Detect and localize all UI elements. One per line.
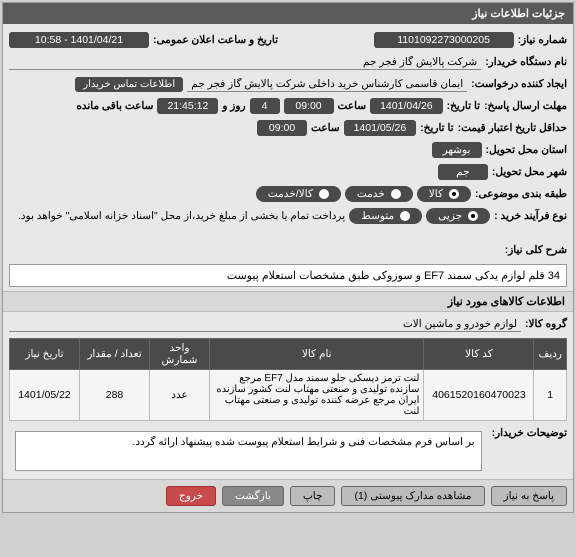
col-code: کد کالا bbox=[424, 339, 534, 370]
city-value: جم bbox=[438, 164, 488, 180]
footer-buttons: پاسخ به نیاز مشاهده مدارک پیوستی (1) چاپ… bbox=[3, 479, 573, 512]
process-medium: متوسط bbox=[349, 208, 422, 224]
requester-input[interactable] bbox=[187, 76, 467, 92]
category-goods-label: کالا bbox=[429, 188, 443, 200]
cell-unit: عدد bbox=[150, 370, 210, 421]
exit-button[interactable]: خروج bbox=[166, 486, 216, 506]
deadline-time: 09:00 bbox=[284, 98, 334, 114]
cell-qty: 288 bbox=[80, 370, 150, 421]
radio-checked-icon bbox=[468, 211, 478, 221]
print-button[interactable]: چاپ bbox=[290, 486, 336, 506]
answer-button[interactable]: پاسخ به نیاز bbox=[491, 486, 567, 506]
province-value: بوشهر bbox=[432, 142, 482, 158]
process-note: پرداخت تمام یا بخشی از مبلغ خرید،از محل … bbox=[18, 210, 345, 222]
category-goods-service-label: کالا/خدمت bbox=[268, 188, 313, 200]
validity-to-label: تا تاریخ: bbox=[420, 122, 453, 134]
contact-info-button[interactable]: اطلاعات تماس خریدار bbox=[75, 77, 183, 92]
cell-date: 1401/05/22 bbox=[10, 370, 80, 421]
validity-time-label: ساعت bbox=[311, 122, 340, 134]
group-input[interactable] bbox=[9, 316, 521, 332]
col-date: تاریخ نیاز bbox=[10, 339, 80, 370]
items-table: ردیف کد کالا نام کالا واحد شمارش تعداد /… bbox=[9, 338, 567, 421]
process-medium-label: متوسط bbox=[361, 210, 394, 222]
panel-header: جزئیات اطلاعات نیاز bbox=[3, 3, 573, 24]
deadline-to-label: تا تاریخ: bbox=[447, 100, 480, 112]
col-unit: واحد شمارش bbox=[150, 339, 210, 370]
remain-label: ساعت باقی مانده bbox=[76, 100, 153, 112]
cell-code: 4061520160470023 bbox=[424, 370, 534, 421]
validity-time: 09:00 bbox=[257, 120, 307, 136]
buyer-org-input[interactable] bbox=[9, 54, 481, 70]
buyer-note-label: توضیحات خریدار: bbox=[492, 427, 567, 439]
pub-date-value: 1401/04/21 - 10:58 bbox=[9, 32, 149, 48]
pub-date-label: تاریخ و ساعت اعلان عمومی: bbox=[153, 34, 278, 46]
deadline-label: مهلت ارسال پاسخ: bbox=[484, 100, 567, 112]
process-partial-label: جزیی bbox=[438, 210, 462, 222]
process-label: نوع فرآیند خرید : bbox=[494, 210, 567, 222]
buyer-note-box: بر اساس فرم مشخصات فنی و شرایط استعلام پ… bbox=[15, 431, 482, 471]
group-label: گروه کالا: bbox=[525, 318, 567, 330]
req-no-value: 1101092273000205 bbox=[374, 32, 514, 48]
cell-name: لنت ترمز دیسکی جلو سمند مدل EF7 مرجع ساز… bbox=[210, 370, 424, 421]
col-idx: ردیف bbox=[534, 339, 567, 370]
radio-icon bbox=[400, 211, 410, 221]
cell-idx: 1 bbox=[534, 370, 567, 421]
req-no-label: شماره نیاز: bbox=[518, 34, 567, 46]
province-label: استان محل تحویل: bbox=[486, 144, 567, 156]
radio-checked-icon bbox=[449, 189, 459, 199]
category-service: خدمت bbox=[345, 186, 413, 202]
desc-title-label: شرح کلی نیاز: bbox=[505, 244, 567, 256]
category-goods-service: کالا/خدمت bbox=[256, 186, 341, 202]
category-goods: کالا bbox=[417, 186, 471, 202]
col-qty: تعداد / مقدار bbox=[80, 339, 150, 370]
table-row[interactable]: 1 4061520160470023 لنت ترمز دیسکی جلو سم… bbox=[10, 370, 567, 421]
time-remaining: 21:45:12 bbox=[157, 98, 218, 114]
requester-label: ایجاد کننده درخواست: bbox=[471, 78, 567, 90]
details-panel: جزئیات اطلاعات نیاز شماره نیاز: 11010922… bbox=[2, 2, 574, 513]
validity-label: حداقل تاریخ اعتبار قیمت: bbox=[458, 122, 567, 134]
days-label: روز و bbox=[222, 100, 245, 112]
process-partial: جزیی bbox=[426, 208, 490, 224]
table-header-row: ردیف کد کالا نام کالا واحد شمارش تعداد /… bbox=[10, 339, 567, 370]
items-section-header: اطلاعات کالاهای مورد نیاز bbox=[3, 291, 573, 312]
buyer-org-label: نام دستگاه خریدار: bbox=[485, 56, 567, 68]
category-service-label: خدمت bbox=[357, 188, 385, 200]
desc-box: 34 قلم لوازم یدکی سمند EF7 و سوزوکی طبق … bbox=[9, 264, 567, 287]
form-area: شماره نیاز: 1101092273000205 تاریخ و ساع… bbox=[3, 24, 573, 232]
category-label: طبقه بندی موضوعی: bbox=[475, 188, 567, 200]
radio-icon bbox=[391, 189, 401, 199]
deadline-time-label: ساعت bbox=[338, 100, 367, 112]
back-button[interactable]: بازگشت bbox=[222, 486, 284, 506]
col-name: نام کالا bbox=[210, 339, 424, 370]
city-label: شهر محل تحویل: bbox=[492, 166, 567, 178]
radio-icon bbox=[319, 189, 329, 199]
deadline-date: 1401/04/26 bbox=[370, 98, 443, 114]
attachments-button[interactable]: مشاهده مدارک پیوستی (1) bbox=[341, 486, 484, 506]
days-remaining: 4 bbox=[250, 98, 280, 114]
validity-date: 1401/05/26 bbox=[344, 120, 417, 136]
